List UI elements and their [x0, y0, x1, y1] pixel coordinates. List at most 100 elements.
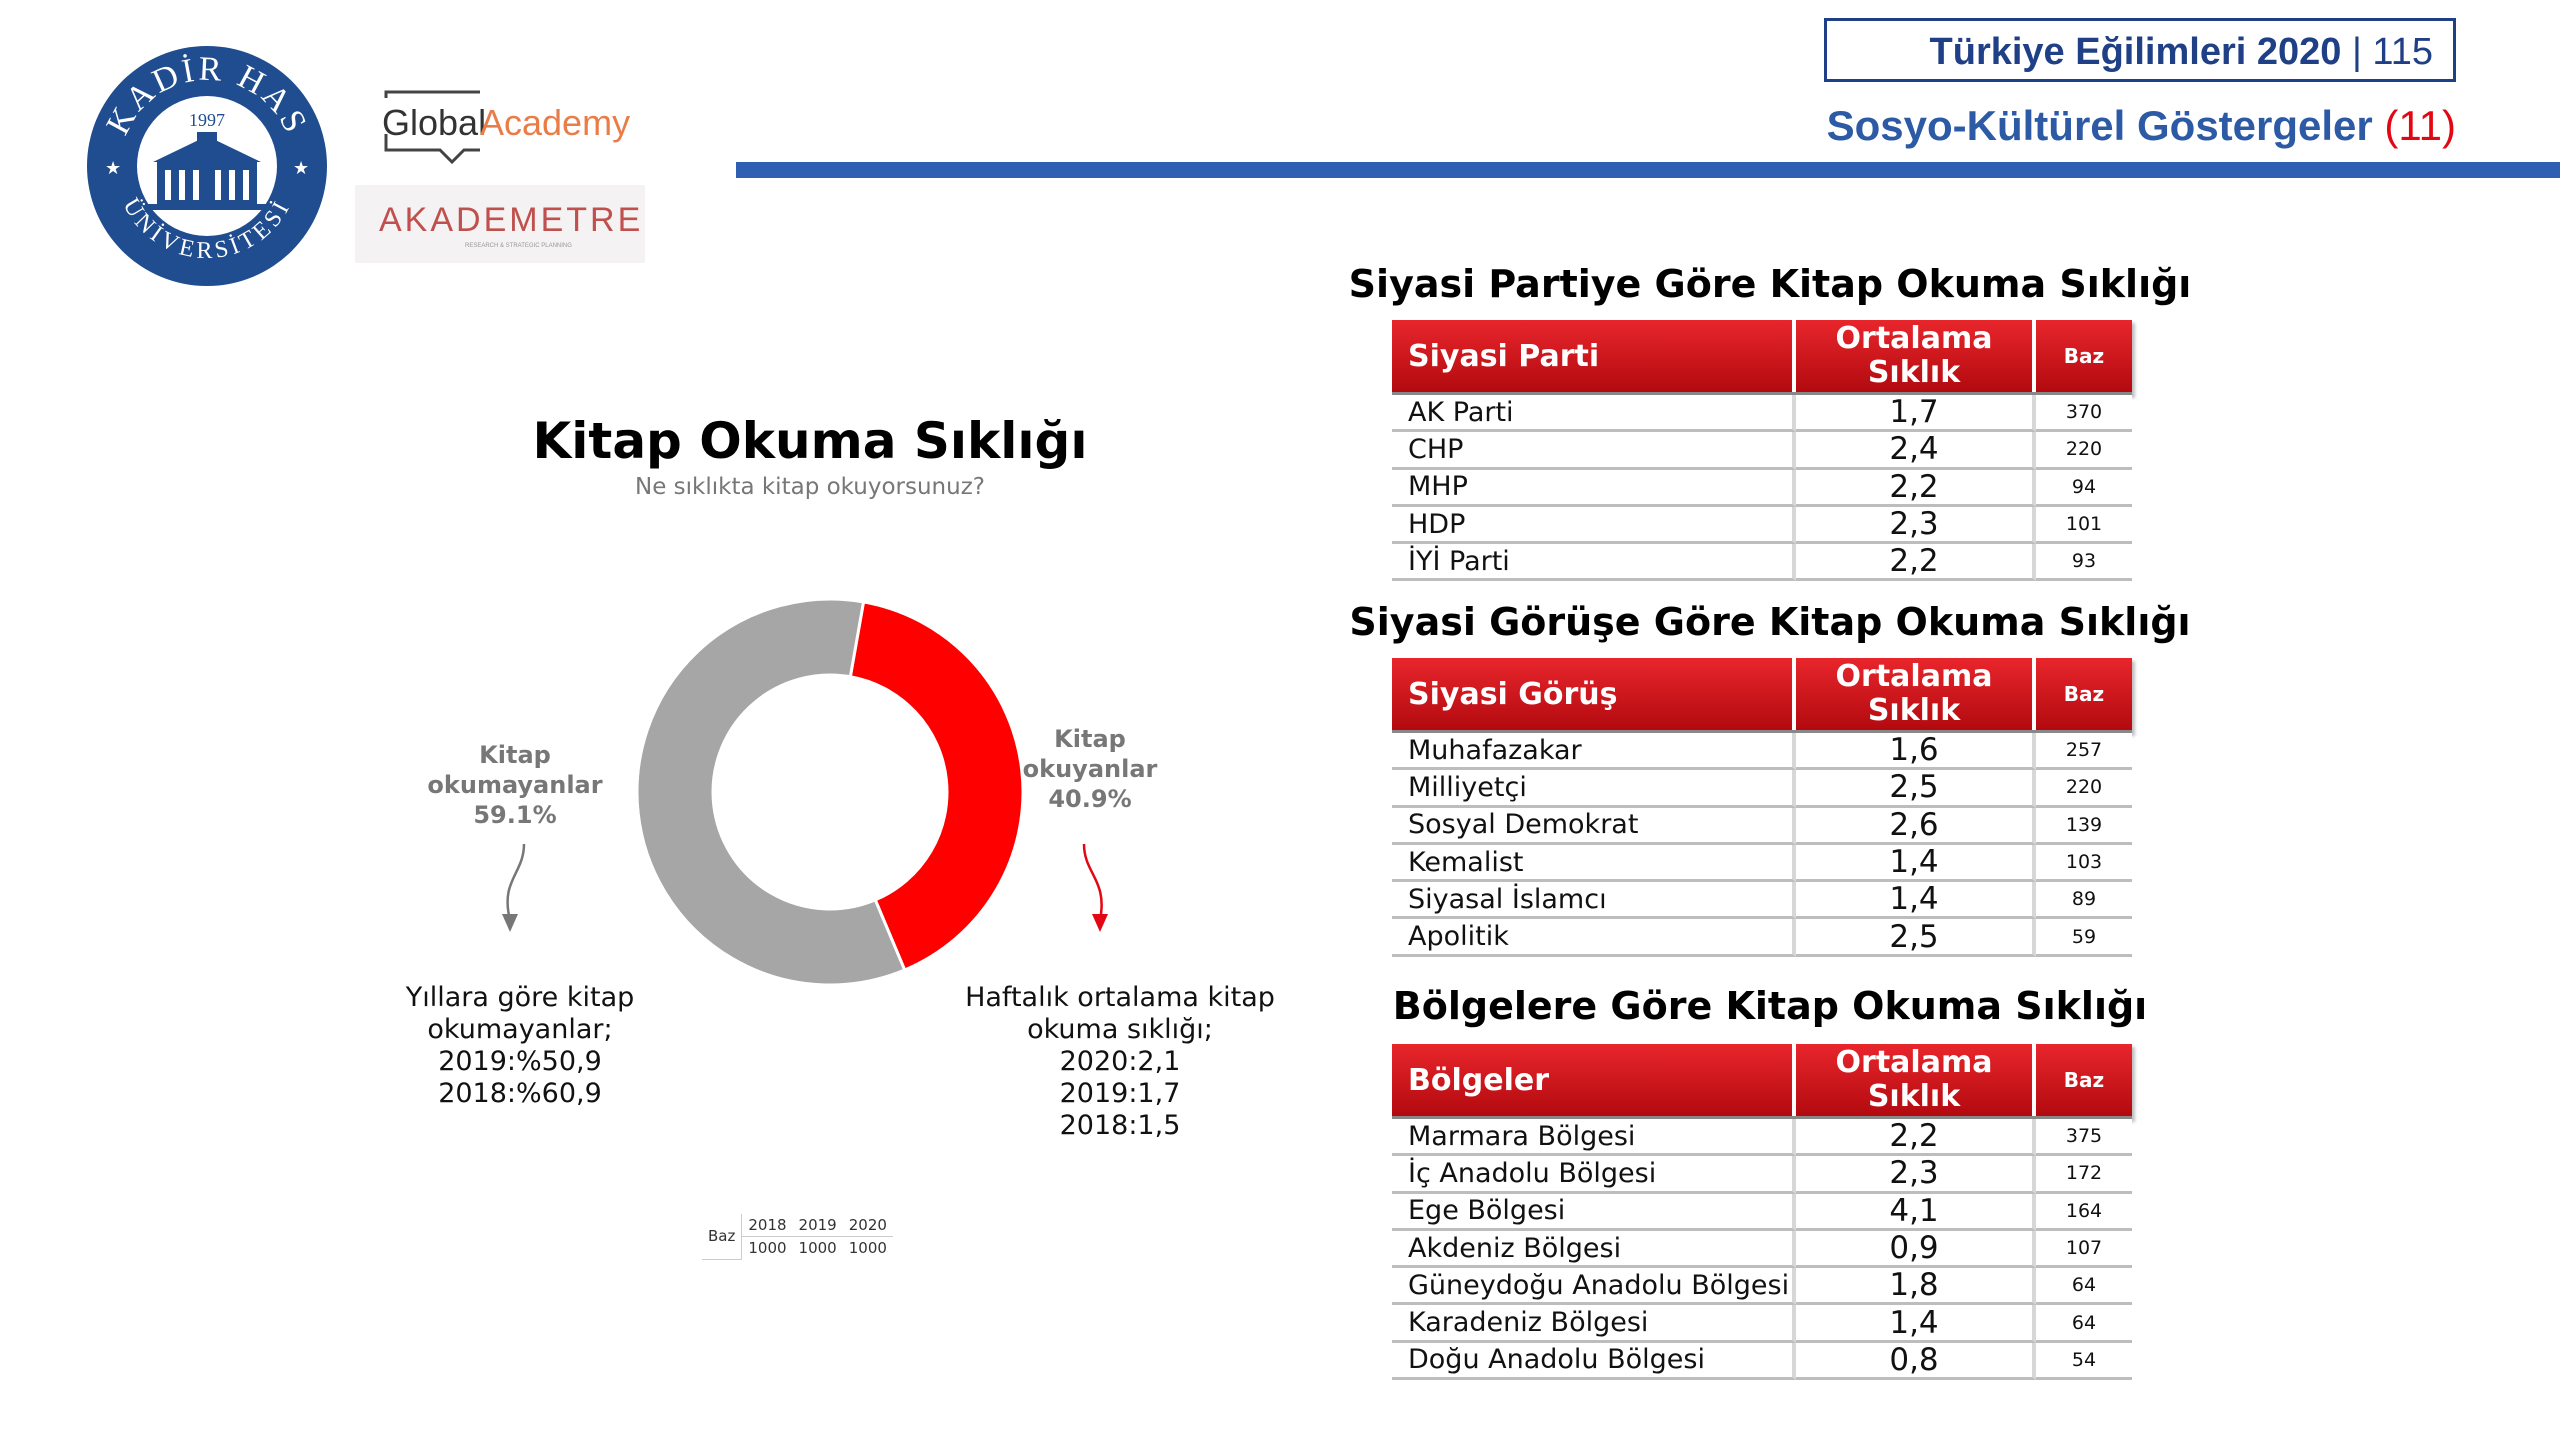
column-header: Baz: [2063, 1068, 2105, 1092]
slice-readers: [848, 600, 1025, 972]
header-divider: [736, 162, 2560, 178]
table-row: İç Anadolu Bölgesi 2,3 172: [1392, 1155, 2132, 1194]
table-row: Apolitik 2,5 59: [1392, 919, 2132, 957]
baz-year: 2018: [741, 1214, 793, 1237]
table-row: Kemalist 1,4 103: [1392, 844, 2132, 883]
column-header: Baz: [2063, 344, 2105, 368]
baz-year: 2019: [792, 1214, 843, 1237]
row-base: 93: [2036, 544, 2132, 582]
chart-subtitle: Ne sıklıkta kitap okuyorsunuz?: [634, 474, 985, 500]
note-left-line: Yıllara göre kitap: [405, 982, 635, 1013]
row-label: Marmara Bölgesi: [1392, 1119, 1796, 1157]
row-average: 2,5: [1796, 919, 2036, 957]
row-label: İYİ Parti: [1392, 544, 1796, 582]
svg-text:★: ★: [293, 158, 309, 179]
row-label: MHP: [1392, 469, 1796, 507]
row-base: 101: [2036, 506, 2132, 545]
table-row: İYİ Parti 2,2 93: [1392, 543, 2132, 582]
row-label: Ege Bölgesi: [1392, 1193, 1796, 1231]
table-row: Doğu Anadolu Bölgesi 0,8 54: [1392, 1342, 2132, 1381]
table-row: CHP 2,4 220: [1392, 431, 2132, 470]
row-base: 54: [2036, 1342, 2132, 1381]
building-icon: [147, 132, 267, 210]
row-base: 59: [2036, 919, 2132, 957]
arrow-down-gray-icon: [502, 843, 526, 932]
row-average: 0,8: [1796, 1342, 2036, 1381]
note-left-line: 2019:%50,9: [438, 1046, 602, 1077]
akademetre-logo-text: AKADEMETRE: [379, 201, 643, 239]
donut-chart: [635, 597, 1025, 987]
baz-year: 2020: [842, 1214, 893, 1237]
row-label: CHP: [1392, 432, 1796, 470]
label-readers: Kitap okuyanlar 40.9%: [1000, 724, 1180, 814]
row-average: 2,6: [1796, 807, 2036, 845]
note-non-readers-by-year: Yıllara göre kitap okumayanlar; 2019:%50…: [360, 982, 680, 1110]
column-header: Siyasi Parti: [1392, 320, 1796, 392]
table-header: Siyasi Parti Ortalama Sıklık Baz: [1392, 320, 2132, 395]
label-readers-line2: okuyanlar: [1022, 755, 1158, 783]
row-base: 103: [2036, 844, 2132, 883]
label-non-readers: Kitap okumayanlar 59.1%: [410, 740, 620, 830]
table-party: Siyasi Parti Ortalama Sıklık Baz AK Parti 1,…: [1392, 320, 2132, 582]
row-label: Milliyetçi: [1392, 770, 1796, 808]
row-average: 2,5: [1796, 769, 2036, 808]
table-row: AK Parti 1,7 370: [1392, 394, 2132, 433]
row-base: 220: [2036, 770, 2132, 808]
akademetre-tagline: RESEARCH & STRATEGIC PLANNING: [465, 243, 572, 249]
table-header: Siyasi Görüş Ortalama Sıklık Baz: [1392, 658, 2132, 733]
table-row: HDP 2,3 101: [1392, 506, 2132, 545]
label-readers-pct: 40.9%: [1048, 785, 1132, 813]
label-non-readers-line1: Kitap: [479, 741, 551, 769]
report-title-box: Türkiye Eğilimleri 2020 | 115: [1824, 18, 2456, 82]
row-label: İç Anadolu Bölgesi: [1392, 1156, 1796, 1194]
note-weekly-average: Haftalık ortalama kitap okuma sıklığı; 2…: [920, 982, 1320, 1142]
section-title: Sosyo-Kültürel Göstergeler (11): [1827, 102, 2456, 150]
row-average: 2,2: [1796, 469, 2036, 507]
row-average: 1,4: [1796, 844, 2036, 883]
table-row: Ege Bölgesi 4,1 164: [1392, 1193, 2132, 1231]
svg-text:★: ★: [105, 158, 121, 179]
row-average: 1,8: [1796, 1267, 2036, 1306]
table-row: MHP 2,2 94: [1392, 469, 2132, 507]
note-right-line: okuma sıklığı;: [1027, 1014, 1213, 1045]
column-header: Bölgeler: [1392, 1044, 1796, 1116]
note-right-line: Haftalık ortalama kitap: [965, 982, 1275, 1013]
baz-value: 1000: [848, 1239, 887, 1257]
label-non-readers-pct: 59.1%: [473, 801, 557, 829]
row-average: 2,3: [1796, 506, 2036, 545]
column-header: Ortalama Sıklık: [1796, 658, 2036, 730]
note-right-line: 2018:1,5: [1059, 1110, 1181, 1141]
row-average: 1,4: [1796, 1305, 2036, 1343]
table-header: Bölgeler Ortalama Sıklık Baz: [1392, 1044, 2132, 1119]
label-readers-line1: Kitap: [1054, 725, 1126, 753]
table-row: Karadeniz Bölgesi 1,4 64: [1392, 1305, 2132, 1343]
note-left-line: 2018:%60,9: [438, 1078, 602, 1109]
global-academy-word1: Global: [382, 102, 486, 143]
row-average: 1,4: [1796, 881, 2036, 920]
row-base: 94: [2036, 469, 2132, 507]
table-row: Güneydoğu Anadolu Bölgesi 1,8 64: [1392, 1267, 2132, 1306]
row-base: 370: [2036, 395, 2132, 433]
table-row: Muhafazakar 1,6 257: [1392, 732, 2132, 771]
column-header: Baz: [2063, 682, 2105, 706]
global-academy-logo: Global Academy: [380, 88, 640, 178]
row-label: Apolitik: [1392, 919, 1796, 957]
baz-value: 1000: [798, 1239, 837, 1257]
arrow-down-red-icon: [1082, 843, 1108, 932]
section-number: (11): [2384, 102, 2456, 149]
note-left-line: okumayanlar;: [427, 1014, 613, 1045]
row-label: Güneydoğu Anadolu Bölgesi: [1392, 1268, 1796, 1306]
note-right-line: 2020:2,1: [1059, 1046, 1181, 1077]
row-label: HDP: [1392, 506, 1796, 545]
row-base: 375: [2036, 1119, 2132, 1157]
row-base: 64: [2036, 1305, 2132, 1343]
column-header: Ortalama Sıklık: [1796, 320, 2036, 392]
note-right-line: 2019:1,7: [1059, 1078, 1181, 1109]
baz-table: Baz 2018 2019 2020 1000 1000 1000: [702, 1214, 893, 1260]
report-separator: |: [2341, 31, 2373, 73]
row-base: 64: [2036, 1268, 2132, 1306]
row-label: Doğu Anadolu Bölgesi: [1392, 1342, 1796, 1381]
table-title-view: Siyasi Görüşe Göre Kitap Okuma Sıklığı: [1349, 600, 2191, 644]
row-average: 0,9: [1796, 1230, 2036, 1269]
column-header: Siyasi Görüş: [1392, 658, 1796, 730]
